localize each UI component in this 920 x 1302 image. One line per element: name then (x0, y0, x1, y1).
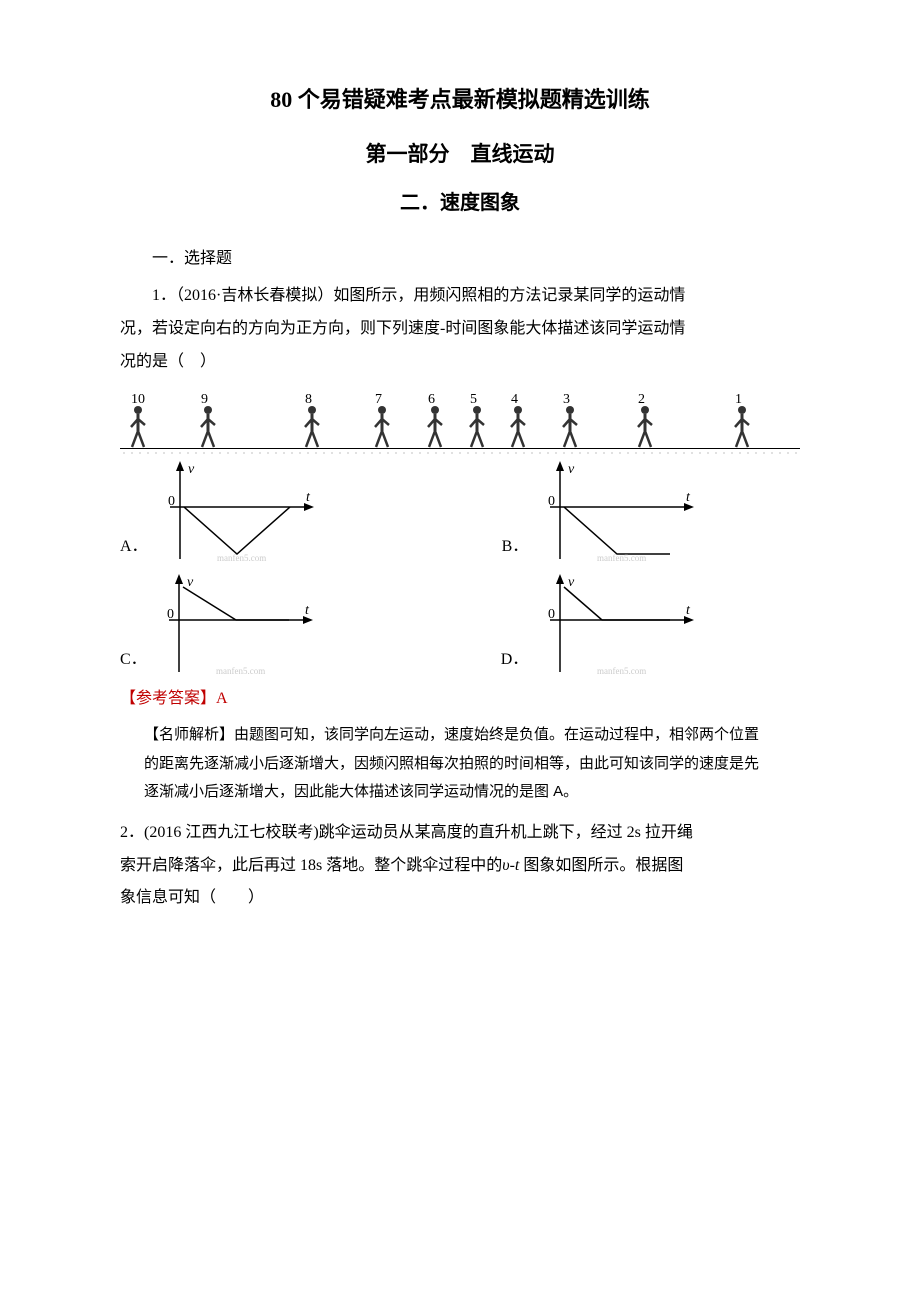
graph-a: v t 0 manfen5.com (152, 459, 322, 564)
graph-c-line (183, 587, 289, 620)
stroboscopic-figure: 10987654321 (120, 383, 800, 453)
q2-line2-pre: 索开启降落伞，此后再过 18s 落地。整个跳伞过程中的 (120, 857, 502, 874)
t-axis-label: t (305, 603, 310, 618)
choice-b-label: B． (502, 533, 529, 562)
answer-label: 【参考答案】 (120, 690, 216, 707)
analysis-block: 【名师解析】由题图可知，该同学向左运动，速度始终是负值。在运动过程中，相邻两个位… (144, 721, 792, 807)
q1-line3: 况的是（ ） (120, 348, 800, 377)
t-axis-label: t (686, 490, 691, 505)
runner-frame: 5 (467, 405, 487, 449)
zero-label: 0 (168, 494, 175, 509)
watermark: manfen5.com (216, 666, 265, 676)
v-axis-label: v (187, 575, 194, 590)
analysis-line2: 的距离先逐渐减小后逐渐增大，因频闪照相每次拍照的时间相等，由此可知该同学的速度是… (144, 750, 792, 779)
runner-frame: 7 (372, 405, 392, 449)
runner-frame: 2 (635, 405, 655, 449)
choice-a: A． v t 0 manfen5.com (120, 459, 322, 564)
runner-number: 1 (735, 387, 742, 412)
t-axis-label: t (686, 603, 691, 618)
watermark: manfen5.com (597, 553, 646, 563)
q2-vt-symbol: υ-t (502, 857, 519, 874)
zero-label: 0 (167, 607, 174, 622)
v-axis-label: v (568, 575, 575, 590)
graph-a-line (184, 507, 290, 554)
runner-number: 2 (638, 387, 645, 412)
runner-frame: 10 (128, 405, 148, 449)
choice-a-label: A． (120, 533, 148, 562)
runner-number: 4 (511, 387, 518, 412)
v-axis-label: v (568, 462, 575, 477)
zero-label: 0 (548, 494, 555, 509)
runner-number: 5 (470, 387, 477, 412)
runner-frame: 6 (425, 405, 445, 449)
analysis-line1: 【名师解析】由题图可知，该同学向左运动，速度始终是负值。在运动过程中，相邻两个位… (144, 721, 792, 750)
q2-line2-post: 图象如图所示。根据图 (519, 857, 683, 874)
ground-texture (120, 449, 800, 455)
runner-number: 10 (131, 387, 145, 412)
v-axis-label: v (188, 462, 195, 477)
answer-line: 【参考答案】A (120, 685, 800, 714)
choice-d-label: D． (501, 646, 529, 675)
choice-b: B． v t 0 manfen5.com (502, 459, 703, 564)
graph-b: v t 0 manfen5.com (532, 459, 702, 564)
title-main: 80 个易错疑难考点最新模拟题精选训练 (120, 80, 800, 120)
q2-line3: 象信息可知（ ） (120, 884, 800, 913)
zero-label: 0 (548, 607, 555, 622)
graph-b-line (564, 507, 670, 554)
runner-frame: 9 (198, 405, 218, 449)
choice-c-label: C． (120, 646, 147, 675)
graph-d: v t 0 manfen5.com (532, 572, 702, 677)
runner-frame: 8 (302, 405, 322, 449)
watermark: manfen5.com (597, 666, 646, 676)
title-part: 第一部分 直线运动 (120, 136, 800, 174)
t-axis-label: t (306, 490, 311, 505)
graph-d-line (564, 587, 670, 620)
runner-number: 9 (201, 387, 208, 412)
q2-line1: 2．(2016 江西九江七校联考)跳伞运动员从某高度的直升机上跳下，经过 2s … (120, 819, 800, 848)
runner-number: 6 (428, 387, 435, 412)
analysis-line3: 逐渐减小后逐渐增大，因此能大体描述该同学运动情况的是图 A。 (144, 778, 792, 807)
q2-line2: 索开启降落伞，此后再过 18s 落地。整个跳伞过程中的υ-t 图象如图所示。根据… (120, 852, 800, 881)
runner-number: 3 (563, 387, 570, 412)
section-heading: 一．选择题 (120, 245, 800, 274)
runner-frame: 1 (732, 405, 752, 449)
choice-d: D． v t 0 manfen5.com (501, 572, 703, 677)
runner-frame: 4 (508, 405, 528, 449)
watermark: manfen5.com (217, 553, 266, 563)
title-section: 二．速度图象 (120, 185, 800, 221)
choice-c: C． v t 0 manfen5.com (120, 572, 321, 677)
graph-c: v t 0 manfen5.com (151, 572, 321, 677)
runner-frame: 3 (560, 405, 580, 449)
runner-number: 7 (375, 387, 382, 412)
answer-value: A (216, 690, 228, 707)
q1-line2: 况，若设定向右的方向为正方向，则下列速度-时间图象能大体描述该同学运动情 (120, 315, 800, 344)
q1-line1: 1．（2016·吉林长春模拟）如图所示，用频闪照相的方法记录某同学的运动情 (120, 282, 800, 311)
runner-number: 8 (305, 387, 312, 412)
